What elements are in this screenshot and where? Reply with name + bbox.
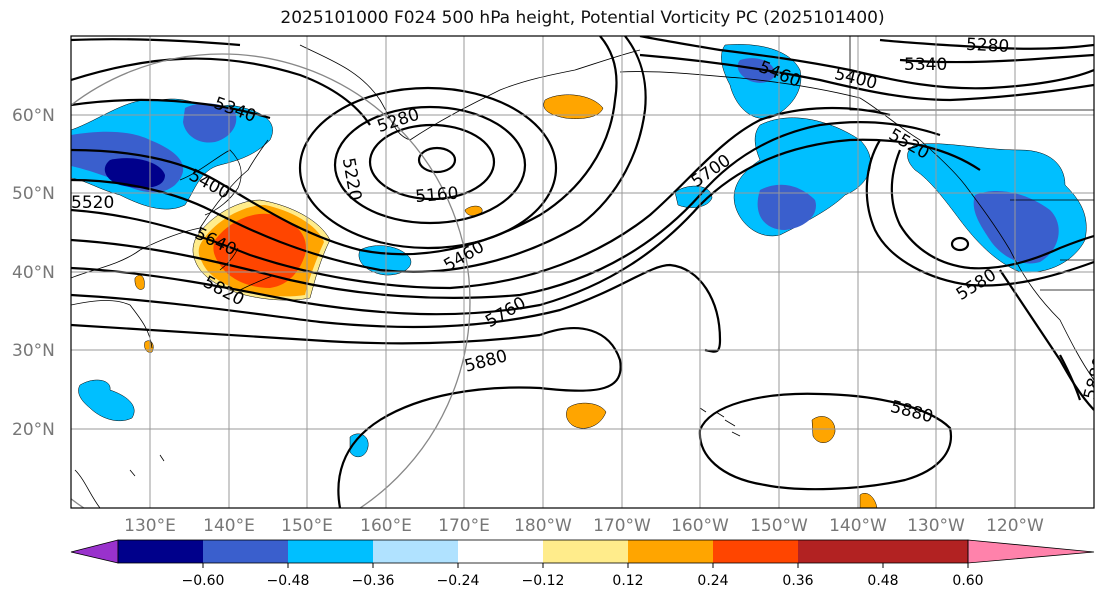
pv-negative-areas xyxy=(71,44,1087,458)
colorbar-ticks xyxy=(202,563,969,568)
lon-label: 140°W xyxy=(829,516,887,536)
colorbar-tick-label: −0.24 xyxy=(437,573,480,589)
colorbar-tick-label: 0.48 xyxy=(867,573,898,589)
lon-label: 130°W xyxy=(907,516,965,536)
colorbar-tick-label: −0.36 xyxy=(352,573,395,589)
contour-label: 5160 xyxy=(414,183,459,207)
lat-label: 30°N xyxy=(12,341,55,361)
coastlines xyxy=(71,36,1094,508)
latitude-labels: 60°N 50°N 40°N 30°N 20°N xyxy=(12,106,55,440)
colorbar-extend-right-tip xyxy=(967,539,1095,564)
colorbar-tick-label: −0.60 xyxy=(182,573,225,589)
lon-label: 150°E xyxy=(281,516,333,536)
lon-label: 130°E xyxy=(124,516,176,536)
colorbar-segment xyxy=(883,540,968,563)
contour-label: 5520 xyxy=(71,193,114,213)
range-ring xyxy=(71,53,471,508)
colorbar: −0.60 −0.48 −0.36 −0.24 −0.12 0.12 0.24 … xyxy=(70,539,1095,589)
contour-label: 5340 xyxy=(904,55,947,75)
colorbar-segment xyxy=(458,540,543,563)
colorbar-segment xyxy=(118,540,203,563)
colorbar-segment xyxy=(203,540,288,563)
lat-label: 60°N xyxy=(12,106,55,126)
map-frame xyxy=(70,35,1095,509)
contour-label: 5280 xyxy=(965,35,1009,57)
lat-label: 40°N xyxy=(12,263,55,283)
gridlines xyxy=(71,36,1094,508)
colorbar-tick-label: 0.12 xyxy=(612,573,643,589)
colorbar-tick-label: −0.12 xyxy=(522,573,565,589)
lon-label: 170°E xyxy=(438,516,490,536)
lat-label: 50°N xyxy=(12,184,55,204)
lon-label: 150°W xyxy=(750,516,808,536)
lon-label: 120°W xyxy=(986,516,1044,536)
height-contours xyxy=(71,36,1094,508)
colorbar-tick-label: −0.48 xyxy=(267,573,310,589)
lon-label: 160°W xyxy=(671,516,729,536)
colorbar-extend-left xyxy=(70,539,119,564)
colorbar-segment xyxy=(713,540,798,563)
colorbar-tick-label: 0.36 xyxy=(782,573,813,589)
map-title: 2025101000 F024 500 hPa height, Potentia… xyxy=(280,8,885,28)
colorbar-tick-label: 0.24 xyxy=(697,573,728,589)
lat-label: 20°N xyxy=(12,420,55,440)
colorbar-segment xyxy=(373,540,458,563)
colorbar-segment xyxy=(798,540,883,563)
longitude-labels: 130°E 140°E 150°E 160°E 170°E 180°W 170°… xyxy=(124,516,1044,536)
lon-label: 180°W xyxy=(514,516,572,536)
colorbar-segment xyxy=(543,540,628,563)
lon-label: 170°W xyxy=(593,516,651,536)
colorbar-tick-label: 0.60 xyxy=(952,573,983,589)
colorbar-segment xyxy=(288,540,373,563)
lon-label: 160°E xyxy=(360,516,412,536)
lon-label: 140°E xyxy=(203,516,255,536)
colorbar-segment xyxy=(628,540,713,563)
